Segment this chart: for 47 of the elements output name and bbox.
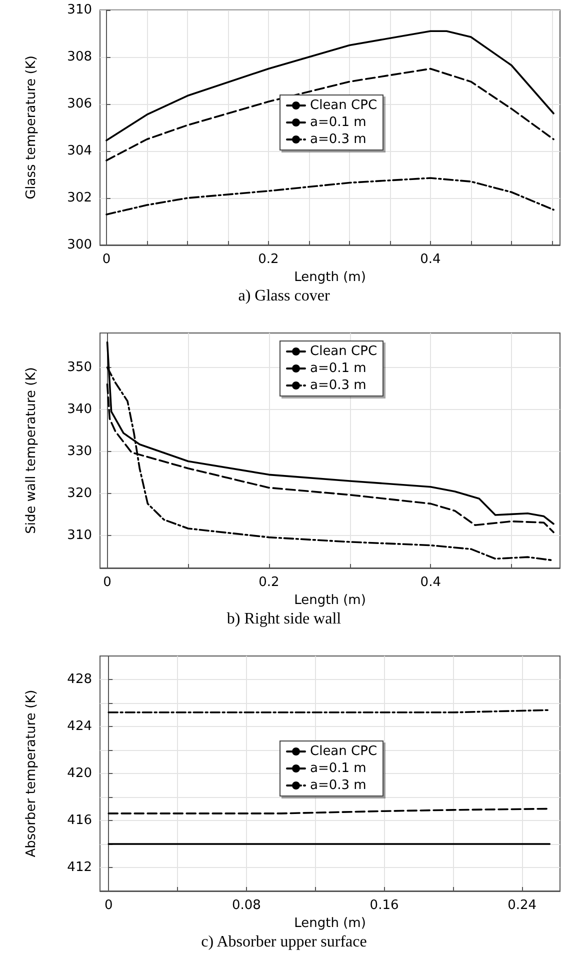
y-axis-title: Absorber temperature (K) xyxy=(24,690,39,858)
x-tick-label: 0.2 xyxy=(258,575,280,590)
y-tick-label: 304 xyxy=(67,144,92,158)
y-tick-label: 340 xyxy=(67,402,92,418)
y-axis-title: Side wall temperature (K) xyxy=(24,367,39,534)
y-tick-label: 424 xyxy=(67,719,92,734)
x-axis-title: Length (m) xyxy=(294,270,366,285)
y-tick-label: 308 xyxy=(67,50,92,64)
legend-label: Clean CPC xyxy=(310,344,378,359)
x-tick-label: 0.16 xyxy=(370,898,399,913)
y-tick-label: 310 xyxy=(67,2,92,18)
y-tick-label: 310 xyxy=(67,528,92,544)
x-tick-label: 0 xyxy=(103,575,112,590)
x-tick-label: 0.4 xyxy=(420,252,441,267)
legend-label: a=0.3 m xyxy=(310,778,366,793)
legend-label: Clean CPC xyxy=(310,98,378,113)
y-tick-label: 350 xyxy=(67,360,92,375)
y-tick-label: 420 xyxy=(67,766,92,781)
y-tick-label: 416 xyxy=(67,813,92,828)
y-tick-label: 300 xyxy=(67,238,92,252)
x-axis-title: Length (m) xyxy=(294,592,366,608)
text: b) Right side wall xyxy=(226,610,342,628)
x-tick-label: 0 xyxy=(104,898,113,913)
y-tick-label: 306 xyxy=(67,96,92,112)
line-series xyxy=(106,68,554,162)
line-series xyxy=(106,30,554,142)
y-tick-label: 412 xyxy=(67,860,92,875)
y-tick-label: 320 xyxy=(67,486,92,502)
legend-label: a=0.3 m xyxy=(310,378,366,393)
legend-label: a=0.1 m xyxy=(310,761,366,776)
y-tick-label: 330 xyxy=(67,444,92,460)
x-tick-label: 0.4 xyxy=(420,575,441,590)
legend-label: a=0.3 m xyxy=(310,132,366,147)
text: c) Absorber upper surface xyxy=(201,934,367,950)
x-tick-label: 0.2 xyxy=(258,252,279,267)
x-tick-label: 0 xyxy=(102,252,111,267)
line-series xyxy=(106,177,554,216)
legend-label: Clean CPC xyxy=(310,744,378,759)
legend-label: a=0.1 m xyxy=(310,361,366,376)
x-tick-label: 0.24 xyxy=(508,898,537,913)
y-tick-label: 302 xyxy=(67,190,92,206)
x-axis-title: Length (m) xyxy=(294,916,366,931)
text: a) Glass cover xyxy=(238,288,330,304)
x-tick-label: 0.08 xyxy=(232,898,261,913)
y-tick-label: 428 xyxy=(67,672,92,687)
y-axis-title: Glass temperature (K) xyxy=(24,56,39,200)
legend-label: a=0.1 m xyxy=(310,115,366,130)
